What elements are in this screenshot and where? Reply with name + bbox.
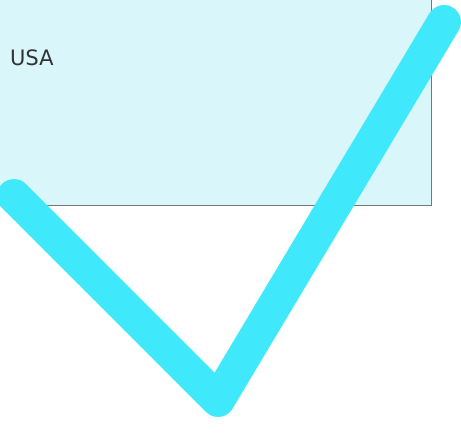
option-label: USA	[10, 46, 54, 70]
option-card[interactable]: USA	[0, 0, 432, 206]
check-stroke	[0, 5, 461, 417]
